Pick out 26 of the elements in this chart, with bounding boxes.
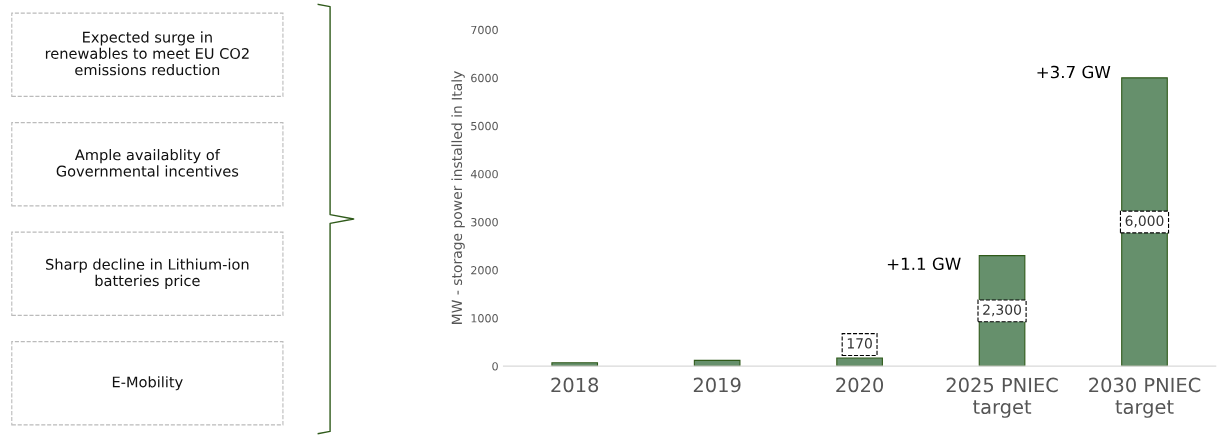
y-tick-label: 6000: [471, 73, 498, 83]
annotation: +3.7 GW: [1037, 65, 1111, 79]
x-tick-label: 2020: [836, 377, 884, 393]
x-tick-label: 2030 PNIEC target: [1089, 377, 1201, 418]
x-tick-label: 2019: [693, 377, 741, 393]
data-label: 2,300: [983, 304, 1022, 317]
y-axis-title: MW - storage power installed in Italy: [451, 71, 465, 324]
y-tick-label: 7000: [471, 25, 498, 35]
y-tick-label: 0: [492, 362, 498, 371]
x-tick-label: 2025 PNIEC target: [946, 377, 1058, 418]
x-tick-label: 2018: [551, 377, 599, 393]
text: Sharp decline in Lithium-ion batteries price: [46, 258, 249, 289]
bar: [693, 359, 741, 367]
data-label: 170: [847, 338, 872, 349]
data-label: 6,000: [1125, 215, 1164, 228]
y-tick-label: 5000: [471, 121, 498, 131]
y-tick-label: 4000: [470, 169, 498, 179]
y-tick-label: 3000: [471, 217, 498, 227]
text: E-Mobility: [112, 376, 183, 391]
bar: [551, 362, 599, 367]
text: Expected surge in renewables to meet EU CO2 emissions reduction: [45, 31, 249, 76]
annotation: +1.1 GW: [887, 257, 961, 271]
text: Ample availablity of Governmental incentives: [56, 149, 239, 177]
y-tick-label: 1000: [471, 314, 498, 323]
y-tick-label: 2000: [471, 266, 498, 275]
bar: [1121, 77, 1168, 367]
